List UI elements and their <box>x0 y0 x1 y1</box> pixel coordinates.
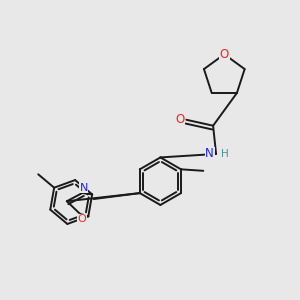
Text: N: N <box>205 147 214 161</box>
Text: N: N <box>80 183 88 193</box>
Text: O: O <box>175 113 184 126</box>
Text: O: O <box>220 48 229 61</box>
Text: O: O <box>77 214 86 224</box>
Text: H: H <box>220 149 228 159</box>
